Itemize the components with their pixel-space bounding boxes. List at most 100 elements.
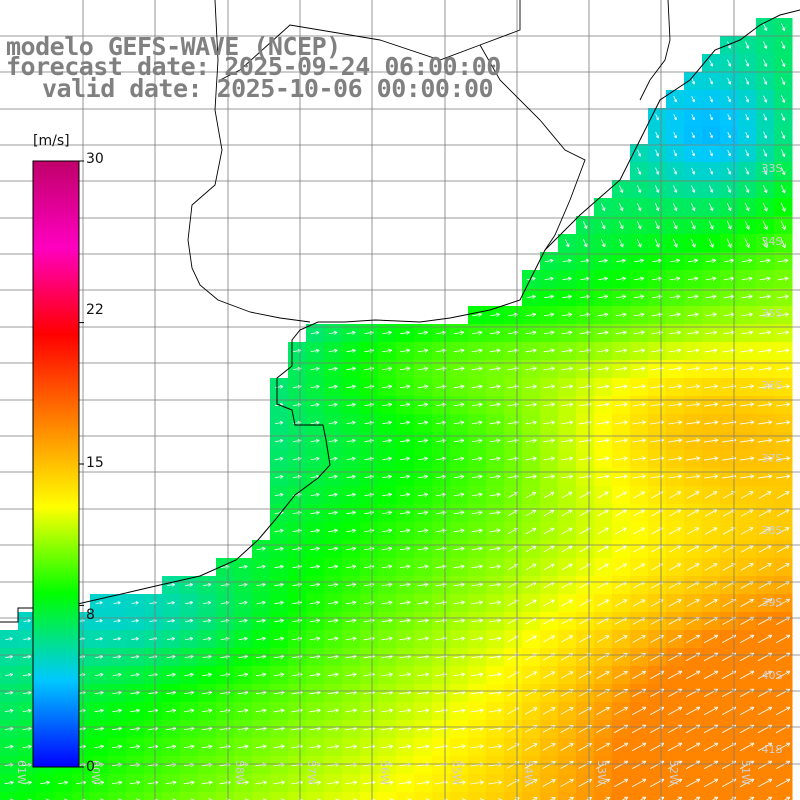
wind-arrow <box>471 348 483 353</box>
wind-arrow <box>470 744 484 749</box>
wind-arrow <box>763 59 768 67</box>
wind-arrow <box>649 706 665 716</box>
wind-arrow <box>309 636 321 641</box>
wind-arrow <box>167 583 175 587</box>
wind-arrow <box>776 348 790 353</box>
wind-arrow <box>780 59 786 67</box>
wind-arrow <box>346 402 356 407</box>
wind-arrow <box>471 420 483 425</box>
wind-arrow <box>471 528 483 533</box>
wind-arrow <box>166 708 177 713</box>
wind-arrow <box>310 384 320 389</box>
wind-arrow <box>597 545 609 553</box>
wind-arrow <box>310 402 320 407</box>
wind-arrow <box>112 744 123 749</box>
wind-arrow <box>739 706 755 716</box>
wind-arrow <box>727 77 732 85</box>
wind-arrow <box>184 708 195 713</box>
wind-arrow <box>561 420 574 425</box>
wind-arrow <box>418 330 429 335</box>
wind-arrow <box>691 77 695 85</box>
wind-arrow <box>633 348 646 353</box>
latitude-label: 36S <box>762 379 783 392</box>
wind-arrow <box>525 635 537 643</box>
wind-arrow <box>382 420 392 425</box>
wind-arrow <box>673 149 677 157</box>
wind-arrow <box>256 582 266 587</box>
wind-arrow <box>543 402 555 407</box>
wind-arrow <box>618 203 624 212</box>
wind-arrow <box>453 474 465 479</box>
wind-arrow <box>185 619 194 623</box>
wind-arrow <box>634 276 645 281</box>
wind-arrow <box>727 59 732 67</box>
wind-arrow <box>685 706 701 716</box>
wind-arrow <box>615 312 627 317</box>
wind-arrow <box>561 366 573 371</box>
wind-arrow <box>274 582 284 587</box>
wind-arrow <box>739 670 755 680</box>
wind-arrow <box>489 402 501 407</box>
wind-arrow <box>202 582 212 587</box>
wind-arrow <box>453 438 465 443</box>
wind-arrow <box>705 276 717 281</box>
wind-arrow <box>672 220 678 230</box>
wind-arrow <box>562 294 572 299</box>
wind-arrow <box>400 510 411 515</box>
wind-arrow <box>739 742 755 752</box>
wind-arrow <box>709 95 713 103</box>
wind-arrow <box>616 294 627 299</box>
wind-arrow <box>722 348 736 353</box>
wind-arrow <box>739 456 755 461</box>
wind-arrow <box>345 744 358 749</box>
wind-arrow <box>668 402 683 407</box>
wind-arrow <box>274 474 284 479</box>
wind-arrow <box>453 636 466 641</box>
wind-arrow <box>703 742 719 752</box>
wind-arrow <box>561 599 573 607</box>
wind-arrow <box>777 276 789 281</box>
wind-arrow <box>543 563 555 571</box>
wind-arrow <box>669 312 681 317</box>
wind-arrow <box>745 113 749 121</box>
wind-arrow <box>489 564 501 569</box>
wind-arrow <box>202 672 212 677</box>
wind-arrow <box>744 185 750 193</box>
wind-arrow <box>417 528 429 533</box>
wind-arrow <box>673 167 678 175</box>
wind-arrow <box>777 330 790 335</box>
wind-arrow <box>686 384 700 389</box>
wind-arrow <box>543 527 555 535</box>
wind-arrow <box>655 185 660 193</box>
wind-arrow <box>687 312 699 317</box>
wind-arrow <box>727 185 732 193</box>
wind-arrow <box>705 294 717 299</box>
wind-arrow <box>686 348 700 353</box>
wind-arrow <box>399 366 411 371</box>
wind-arrow <box>691 167 696 175</box>
wind-arrow <box>382 510 393 515</box>
wind-arrow <box>598 276 608 281</box>
wind-arrow <box>775 456 791 461</box>
wind-arrow <box>453 600 465 605</box>
wind-arrow <box>619 185 624 193</box>
wind-arrow <box>489 438 501 443</box>
wind-arrow <box>631 706 647 716</box>
wind-cell <box>360 792 379 800</box>
wind-arrow <box>471 582 483 587</box>
wind-arrow <box>633 545 645 553</box>
wind-arrow <box>165 744 177 749</box>
wind-arrow <box>543 384 555 389</box>
wind-arrow <box>345 708 357 713</box>
wind-arrow <box>615 545 627 553</box>
wind-arrow <box>615 563 627 571</box>
wind-arrow <box>670 276 681 281</box>
wind-arrow <box>667 706 683 716</box>
wind-arrow <box>328 348 338 353</box>
wind-arrow <box>490 312 500 317</box>
wind-arrow <box>489 456 501 461</box>
wind-arrow <box>561 348 573 353</box>
wind-arrow <box>417 582 429 587</box>
wind-arrow <box>525 402 537 407</box>
wind-arrow <box>632 420 646 425</box>
